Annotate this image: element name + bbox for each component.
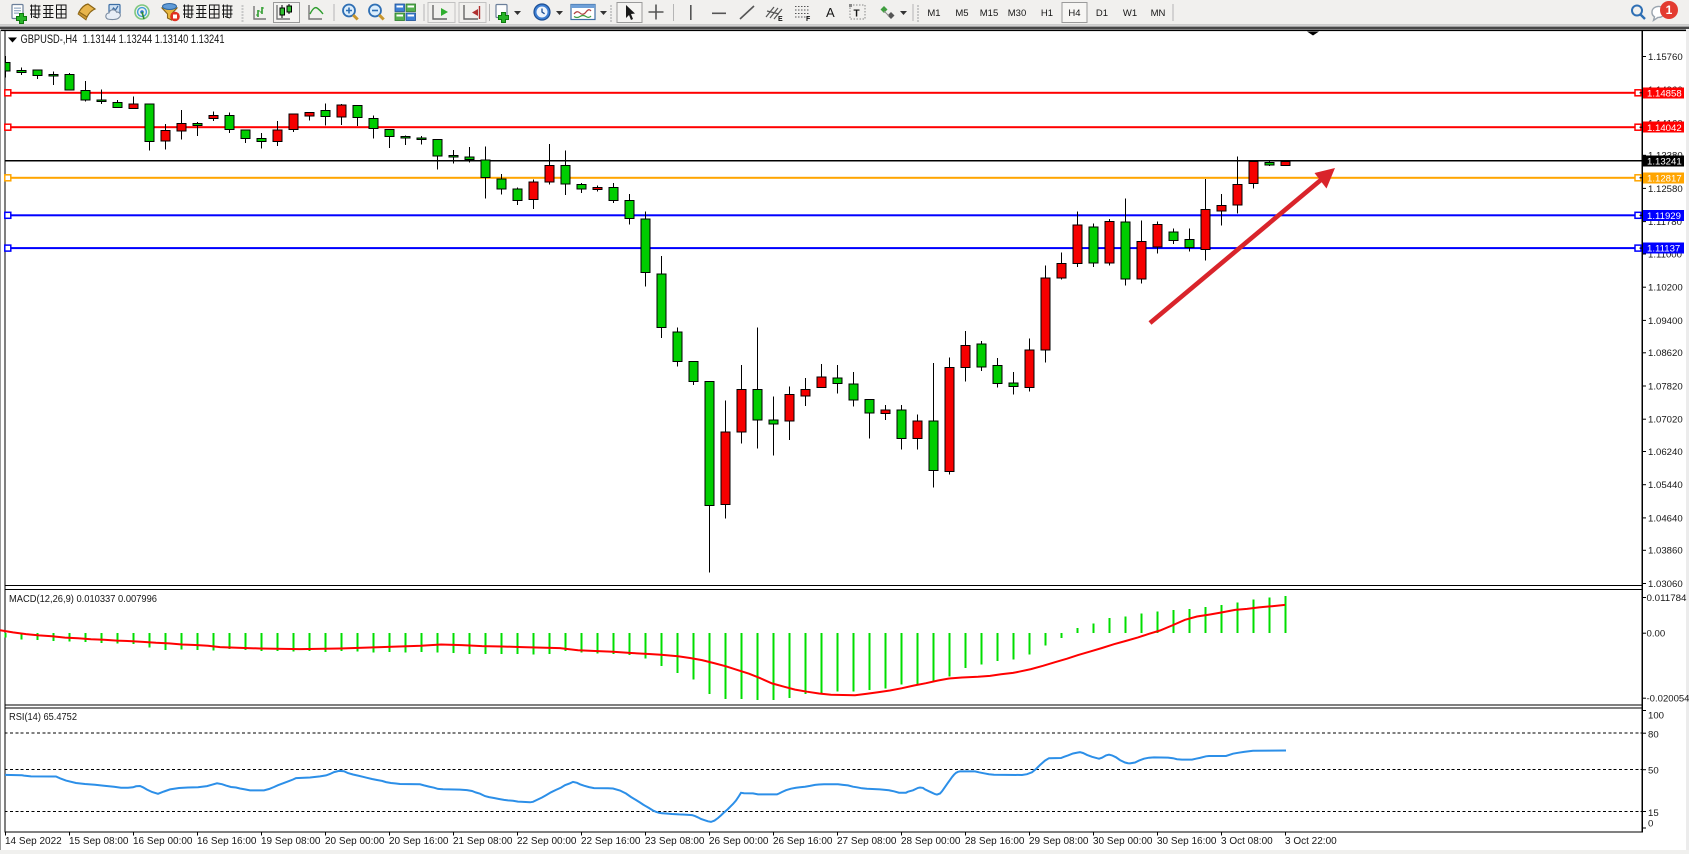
svg-text:M30: M30 [1008,8,1026,19]
svg-text:1.06240: 1.06240 [1648,447,1683,458]
svg-text:3 Oct 22:00: 3 Oct 22:00 [1285,836,1337,847]
svg-text:50: 50 [1648,765,1659,776]
svg-text:T: T [854,9,860,20]
svg-text:26 Sep 16:00: 26 Sep 16:00 [773,836,833,847]
svg-text:1: 1 [1666,3,1673,17]
svg-text:22 Sep 00:00: 22 Sep 00:00 [517,836,577,847]
svg-text:0.011784: 0.011784 [1647,593,1688,604]
svg-text:1.14042: 1.14042 [1647,123,1682,134]
svg-text:M1: M1 [927,8,940,19]
svg-text:28 Sep 16:00: 28 Sep 16:00 [965,836,1025,847]
svg-text:1.07020: 1.07020 [1648,415,1683,426]
svg-text:1.04640: 1.04640 [1648,513,1683,524]
svg-text:16 Sep 16:00: 16 Sep 16:00 [197,836,257,847]
svg-text:1.11137: 1.11137 [1647,244,1680,255]
svg-text:80: 80 [1648,730,1659,741]
svg-text:27 Sep 08:00: 27 Sep 08:00 [837,836,897,847]
svg-text:F: F [806,16,811,23]
svg-text:0: 0 [1648,819,1653,830]
svg-text:RSI(14) 65.4752: RSI(14) 65.4752 [9,712,77,723]
svg-text:GBPUSD-,H4 1.13144 1.13244 1.: GBPUSD-,H4 1.13144 1.13244 1.13140 1.132… [21,32,225,46]
svg-text:15: 15 [1648,808,1659,819]
svg-text:1.08620: 1.08620 [1648,348,1683,359]
svg-text:1.09400: 1.09400 [1648,316,1683,327]
svg-text:1.07820: 1.07820 [1648,381,1683,392]
svg-text:28 Sep 00:00: 28 Sep 00:00 [901,836,961,847]
svg-text:M5: M5 [955,8,968,19]
svg-text:0.00: 0.00 [1647,629,1666,640]
svg-text:1.12817: 1.12817 [1647,173,1682,184]
svg-text:16 Sep 00:00: 16 Sep 00:00 [133,836,193,847]
svg-text:1.13241: 1.13241 [1647,157,1682,168]
svg-text:1.15760: 1.15760 [1648,52,1683,63]
svg-text:H4: H4 [1068,8,1080,19]
svg-text:100: 100 [1648,711,1664,722]
svg-text:20 Sep 00:00: 20 Sep 00:00 [325,836,385,847]
svg-text:1.11929: 1.11929 [1647,211,1681,222]
svg-text:29 Sep 08:00: 29 Sep 08:00 [1029,836,1089,847]
svg-text:26 Sep 00:00: 26 Sep 00:00 [709,836,769,847]
svg-text:15 Sep 08:00: 15 Sep 08:00 [69,836,129,847]
svg-text:30 Sep 00:00: 30 Sep 00:00 [1093,836,1153,847]
svg-text:19 Sep 08:00: 19 Sep 08:00 [261,836,321,847]
svg-text:14 Sep 2022: 14 Sep 2022 [5,836,62,847]
svg-text:D1: D1 [1096,8,1108,19]
svg-text:1.11780: 1.11780 [1648,217,1682,228]
svg-text:M15: M15 [980,8,998,19]
svg-text:1.03060: 1.03060 [1648,579,1683,590]
svg-text:20 Sep 16:00: 20 Sep 16:00 [389,836,449,847]
svg-text:A: A [826,5,835,20]
svg-text:W1: W1 [1123,8,1137,19]
svg-text:1.05440: 1.05440 [1648,480,1683,491]
svg-text:1.14858: 1.14858 [1647,88,1682,99]
svg-text:1.03860: 1.03860 [1648,546,1683,557]
svg-text:30 Sep 16:00: 30 Sep 16:00 [1157,836,1217,847]
svg-text:MN: MN [1151,8,1166,19]
svg-text:MACD(12,26,9) 0.010337 0.00799: MACD(12,26,9) 0.010337 0.007996 [9,594,157,605]
svg-text:H1: H1 [1041,8,1053,19]
svg-text:21 Sep 08:00: 21 Sep 08:00 [453,836,513,847]
svg-text:-0.020054: -0.020054 [1647,694,1689,705]
svg-text:23 Sep 08:00: 23 Sep 08:00 [645,836,705,847]
svg-text:22 Sep 16:00: 22 Sep 16:00 [581,836,641,847]
svg-text:1.10200: 1.10200 [1648,283,1683,294]
svg-text:1.11000: 1.11000 [1648,249,1682,260]
svg-text:1.12580: 1.12580 [1648,184,1683,195]
svg-text:3 Oct 08:00: 3 Oct 08:00 [1221,836,1273,847]
svg-text:E: E [778,16,783,23]
